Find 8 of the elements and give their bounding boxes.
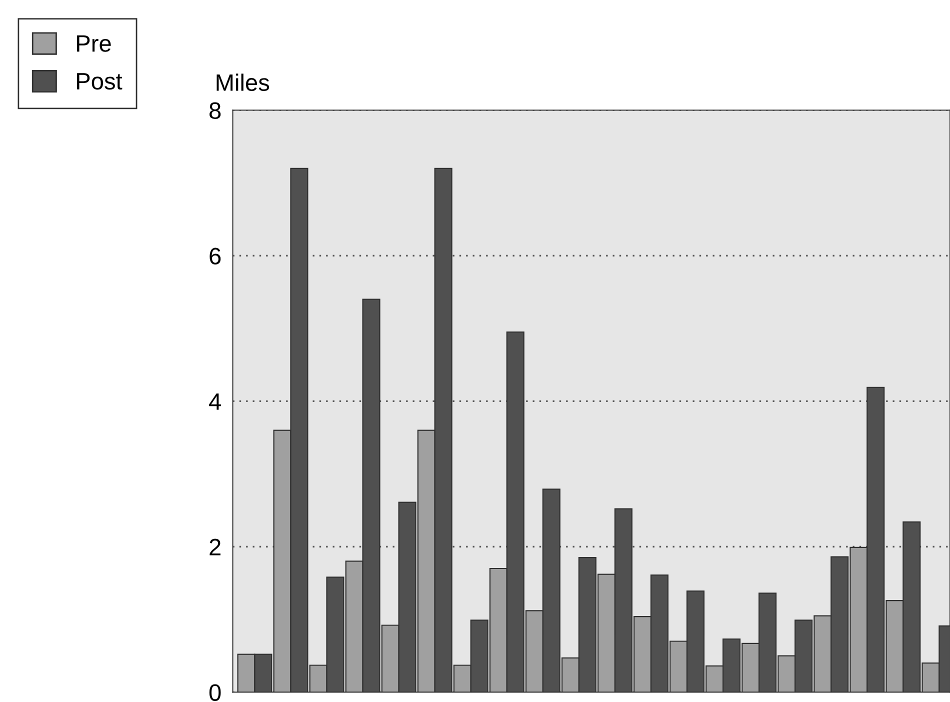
y-tick-label: 2 — [210, 538, 220, 556]
legend-label: Pre — [77, 35, 111, 52]
legend-label: Post — [77, 73, 122, 90]
y-tick-label: 6 — [210, 248, 221, 264]
y-tick-label: 8 — [210, 102, 221, 119]
y-tick-label: 4 — [209, 394, 221, 410]
y-tick-label: 0 — [209, 684, 221, 701]
y-axis-title: Miles — [216, 74, 270, 91]
